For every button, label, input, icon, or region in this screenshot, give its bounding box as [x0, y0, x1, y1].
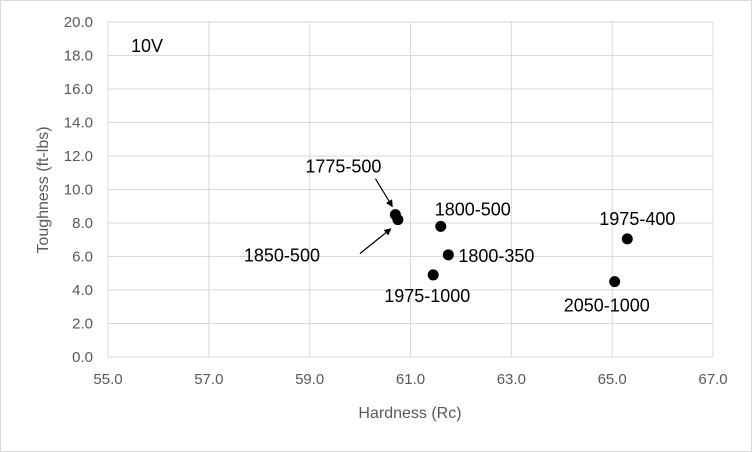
y-tick-label: 14.0 [64, 115, 93, 132]
y-tick-label: 20.0 [64, 14, 93, 31]
point-labels: 1775-500 1850-500 1800-500 1800-350 1975-100… [244, 157, 675, 316]
y-tick-label: 18.0 [64, 48, 93, 65]
x-tick-label: 65.0 [598, 371, 627, 388]
data-point [392, 214, 404, 226]
point-label: 1850-500 [244, 246, 320, 266]
data-point [442, 249, 454, 261]
y-tick-label: 8.0 [72, 215, 93, 232]
x-tick-label: 67.0 [698, 371, 727, 388]
y-tick-label: 6.0 [72, 249, 93, 266]
leader-arrow [359, 228, 392, 255]
leader-arrow [374, 178, 393, 208]
leader-arrows [359, 178, 393, 255]
x-tick-label: 57.0 [194, 371, 223, 388]
point-label: 1800-500 [435, 199, 511, 219]
x-tick-label: 63.0 [497, 371, 526, 388]
y-tick-label: 0.0 [72, 349, 93, 366]
point-label: 2050-1000 [564, 296, 650, 316]
data-point [427, 269, 439, 281]
data-point [609, 276, 621, 288]
point-label: 1800-350 [458, 246, 534, 266]
chart-annotation: 10V [131, 36, 163, 56]
y-tick-label: 2.0 [72, 316, 93, 333]
x-axis-title: Hardness (Rc) [358, 405, 461, 422]
y-tick-label: 12.0 [64, 148, 93, 165]
y-axis-title: Toughness (ft-lbs) [35, 126, 52, 253]
x-tick-label: 55.0 [93, 371, 122, 388]
tick-labels: 55.0 57.0 59.0 61.0 63.0 65.0 67.0 0.0 2.0 4.0 6.0… [64, 14, 728, 388]
point-label: 1975-1000 [384, 286, 470, 306]
y-tick-label: 16.0 [64, 81, 93, 98]
x-tick-label: 59.0 [295, 371, 324, 388]
data-point [621, 233, 633, 245]
y-tick-label: 4.0 [72, 282, 93, 299]
point-label: 1975-400 [599, 209, 675, 229]
gridlines [107, 21, 714, 358]
data-point [435, 220, 447, 232]
y-tick-label: 10.0 [64, 182, 93, 199]
data-points [389, 209, 633, 288]
point-label: 1775-500 [305, 157, 381, 177]
x-tick-label: 61.0 [396, 371, 425, 388]
